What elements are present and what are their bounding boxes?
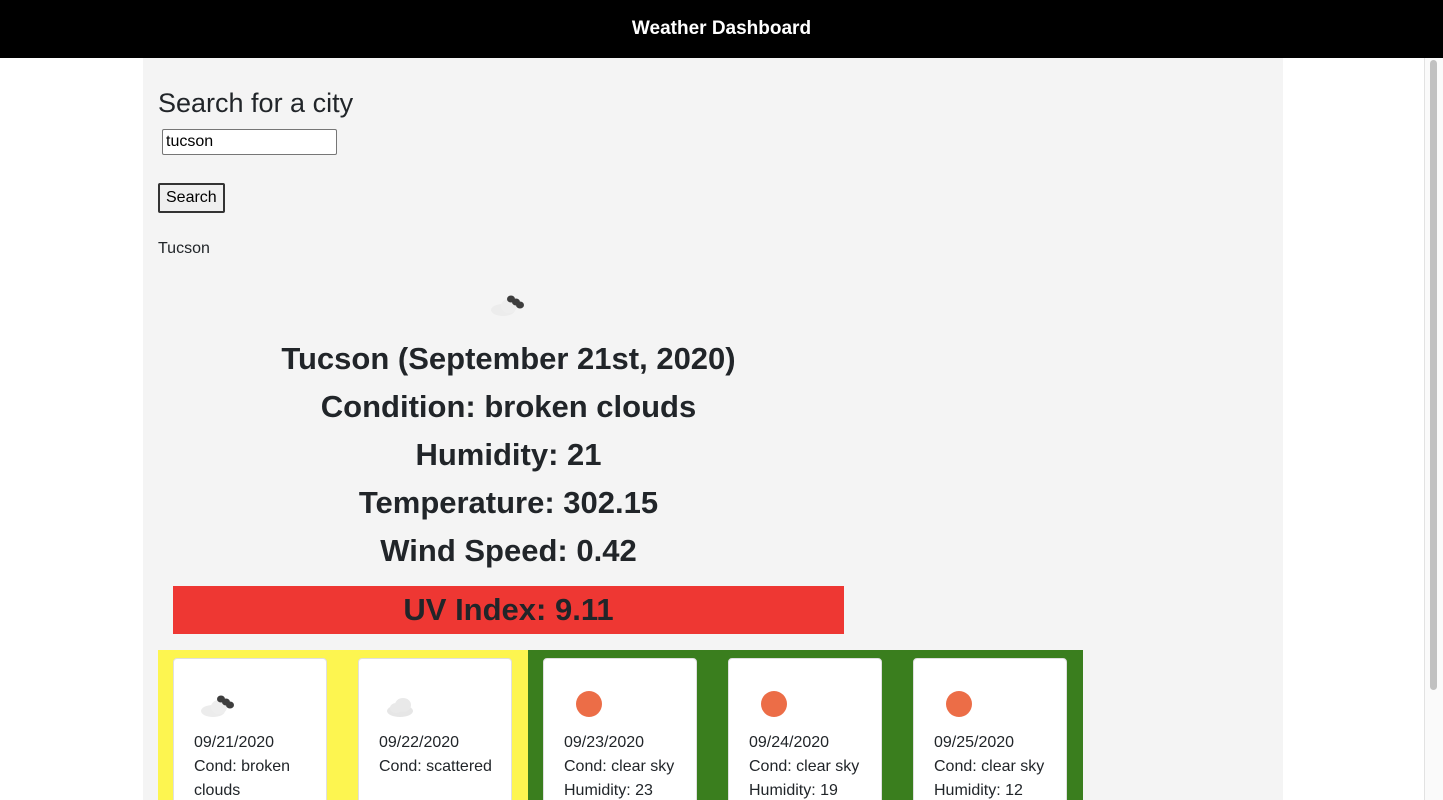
scrollbar-thumb[interactable] <box>1430 60 1437 690</box>
uv-index-label: UV Index: 9.11 <box>403 592 614 627</box>
navbar: Weather Dashboard <box>0 0 1443 58</box>
current-condition: Condition: broken clouds <box>320 389 697 424</box>
forecast-card: 09/25/2020 Cond: clear sky Humidity: 12 <box>913 658 1067 800</box>
forecast-card: 09/22/2020 Cond: scattered <box>358 658 512 800</box>
forecast-condition: Cond: clear sky <box>934 758 1045 775</box>
forecast-cell: 09/24/2020 Cond: clear sky Humidity: 19 <box>713 650 898 800</box>
forecast-card: 09/24/2020 Cond: clear sky Humidity: 19 <box>728 658 882 800</box>
current-wind-speed: Wind Speed: 0.42 <box>380 533 637 568</box>
forecast-cell: 09/21/2020 Cond: broken clouds <box>158 650 343 800</box>
forecast-condition: Cond: scattered <box>379 758 492 775</box>
clear-sky-icon <box>576 691 602 717</box>
forecast-card: 09/21/2020 Cond: broken clouds <box>173 658 327 800</box>
page-scrollbar[interactable] <box>1424 58 1443 800</box>
current-humidity: Humidity: 21 <box>415 437 602 472</box>
forecast-condition: Cond: clear sky <box>749 758 860 775</box>
forecast-humidity: Humidity: 23 <box>564 782 653 799</box>
current-temperature: Temperature: 302.15 <box>358 485 659 520</box>
forecast-date: 09/24/2020 <box>749 734 830 751</box>
clear-sky-icon <box>946 691 972 717</box>
forecast-date: 09/22/2020 <box>379 734 460 751</box>
main-container: Search for a city Search Tucson Tucson (… <box>143 58 1283 800</box>
search-heading: Search for a city <box>158 88 354 118</box>
forecast-date: 09/21/2020 <box>194 734 275 751</box>
forecast-card: 09/23/2020 Cond: clear sky Humidity: 23 <box>543 658 697 800</box>
forecast-date: 09/25/2020 <box>934 734 1015 751</box>
forecast-row: 09/21/2020 Cond: broken clouds 09/22/202… <box>158 650 1083 800</box>
forecast-condition: Cond: clear sky <box>564 758 675 775</box>
search-button[interactable]: Search <box>158 183 225 213</box>
page-title: Weather Dashboard <box>631 18 812 39</box>
forecast-humidity: Humidity: 12 <box>934 782 1023 799</box>
forecast-cell: 09/22/2020 Cond: scattered <box>343 650 528 800</box>
current-weather: Tucson (September 21st, 2020) Condition:… <box>173 288 844 575</box>
city-history-item[interactable]: Tucson <box>158 240 210 257</box>
forecast-cell: 09/23/2020 Cond: clear sky Humidity: 23 <box>528 650 713 800</box>
forecast-date: 09/23/2020 <box>564 734 645 751</box>
broken-clouds-icon <box>490 295 524 316</box>
current-city-date: Tucson (September 21st, 2020) <box>281 341 736 376</box>
scattered-clouds-icon <box>387 698 413 717</box>
search-input[interactable] <box>162 129 337 155</box>
uv-index-bar: UV Index: 9.11 <box>173 586 844 634</box>
broken-clouds-icon <box>201 695 234 717</box>
forecast-condition: Cond: broken clouds <box>194 758 291 799</box>
forecast-cell: 09/25/2020 Cond: clear sky Humidity: 12 <box>898 650 1083 800</box>
clear-sky-icon <box>761 691 787 717</box>
forecast-humidity: Humidity: 19 <box>749 782 838 799</box>
